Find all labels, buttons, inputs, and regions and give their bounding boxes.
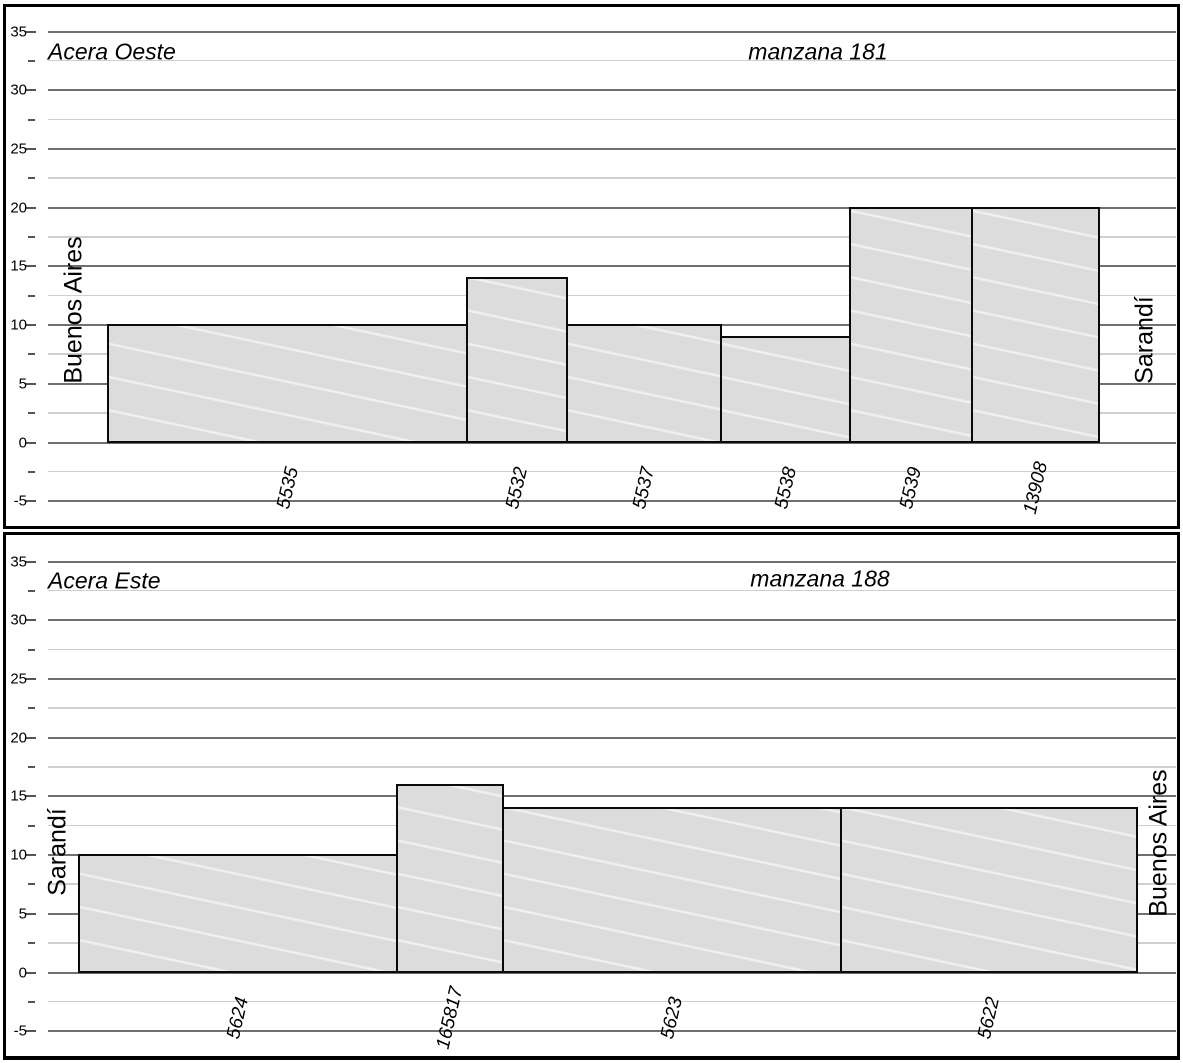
tick-mark-major <box>25 678 36 680</box>
grid-major-line <box>48 148 1176 150</box>
tick-mark-major <box>25 265 36 268</box>
bar <box>972 207 1099 443</box>
ytick-label: 15 <box>10 257 27 275</box>
ytick-label: -5 <box>13 1022 27 1040</box>
ytick-label: 25 <box>10 670 27 688</box>
tick-mark-minor <box>28 118 35 121</box>
tick-mark-major <box>25 441 36 444</box>
tick-mark-minor <box>28 412 35 415</box>
axis-label-right-bottom: Buenos Aires <box>1144 769 1173 917</box>
tick-mark-major <box>25 736 36 739</box>
ytick-label: 35 <box>10 553 27 571</box>
ytick-label: 25 <box>10 140 27 158</box>
grid-major-line <box>48 500 1176 503</box>
ytick-label: -5 <box>13 492 27 510</box>
tick-mark-minor <box>28 883 35 886</box>
grid-minor-line <box>48 707 1176 709</box>
grid-minor-line <box>48 177 1176 179</box>
tick-mark-minor <box>28 942 35 945</box>
grid-major-line <box>48 560 1176 563</box>
grid-major-line <box>48 89 1176 92</box>
bar <box>503 808 841 973</box>
ytick-label: 0 <box>18 964 27 981</box>
bar <box>841 808 1137 973</box>
bar <box>850 207 972 443</box>
tick-mark-minor <box>28 353 35 356</box>
axis-label-left-bottom: Sarandí <box>43 808 72 896</box>
tick-mark-major <box>25 30 36 33</box>
ytick-label: 15 <box>10 787 27 805</box>
tick-mark-major <box>25 1030 36 1033</box>
grid-minor-line <box>48 59 1176 62</box>
ytick-label: 30 <box>10 611 27 629</box>
grid-major-line <box>48 1030 1176 1033</box>
tick-mark-minor <box>28 177 35 180</box>
tick-mark-major <box>25 912 36 915</box>
tick-mark-major <box>25 795 36 798</box>
tick-mark-minor <box>28 236 35 239</box>
ytick-label: 5 <box>18 905 27 923</box>
grid-major-line <box>48 736 1176 739</box>
tick-mark-major <box>25 619 36 622</box>
tick-mark-minor <box>28 824 35 827</box>
panel-annotation-bottom: manzana 188 <box>750 565 890 592</box>
ytick-label: 0 <box>18 434 27 451</box>
tick-mark-major <box>25 560 36 563</box>
grid-major-line <box>48 619 1176 622</box>
tick-mark-minor <box>28 648 35 651</box>
grid-major-line <box>48 795 1176 798</box>
tick-mark-major <box>25 500 36 503</box>
grid-major-line <box>48 678 1176 680</box>
bar <box>467 278 567 443</box>
tick-mark-major <box>25 148 36 150</box>
grid-major-line <box>48 265 1176 268</box>
bar <box>108 325 467 443</box>
tick-mark-minor <box>28 1000 35 1003</box>
ytick-label: 5 <box>18 375 27 393</box>
grid-minor-line <box>48 118 1176 121</box>
tick-mark-minor <box>28 59 35 62</box>
ytick-label: 35 <box>10 23 27 41</box>
ytick-label: 30 <box>10 81 27 99</box>
bar-outline <box>840 807 1138 974</box>
panel-title-bottom: Acera Este <box>48 567 161 594</box>
bar-outline <box>971 206 1100 444</box>
grid-minor-line <box>48 589 1176 592</box>
ytick-label: 10 <box>10 846 27 864</box>
grid-major-line <box>48 30 1176 33</box>
axis-label-right-top: Sarandí <box>1130 296 1159 384</box>
tick-mark-minor <box>28 589 35 592</box>
bar <box>721 336 850 443</box>
grid-major-line <box>48 206 1176 209</box>
panel-annotation-top: manzana 181 <box>748 38 888 65</box>
bar <box>79 855 397 973</box>
tick-mark-major <box>25 89 36 92</box>
tick-mark-minor <box>28 766 35 769</box>
bar <box>567 325 721 443</box>
bar <box>397 784 503 973</box>
ytick-label: 20 <box>10 729 27 747</box>
grid-minor-line <box>48 766 1176 768</box>
tick-mark-major <box>25 854 36 857</box>
panel-title-top: Acera Oeste <box>48 38 176 65</box>
ytick-label: 20 <box>10 199 27 217</box>
tick-mark-minor <box>28 470 35 473</box>
tick-mark-minor <box>28 707 35 710</box>
grid-minor-line <box>48 1000 1176 1003</box>
grid-minor-line <box>48 470 1176 473</box>
tick-mark-major <box>25 971 36 974</box>
grid-minor-line <box>48 648 1176 651</box>
tick-mark-major <box>25 382 36 385</box>
tick-mark-major <box>25 206 36 209</box>
ytick-label: 10 <box>10 316 27 334</box>
grid-minor-line <box>48 294 1176 297</box>
tick-mark-major <box>25 324 36 327</box>
tick-mark-minor <box>28 294 35 297</box>
grid-minor-line <box>48 236 1176 238</box>
axis-label-left-top: Buenos Aires <box>59 236 88 384</box>
